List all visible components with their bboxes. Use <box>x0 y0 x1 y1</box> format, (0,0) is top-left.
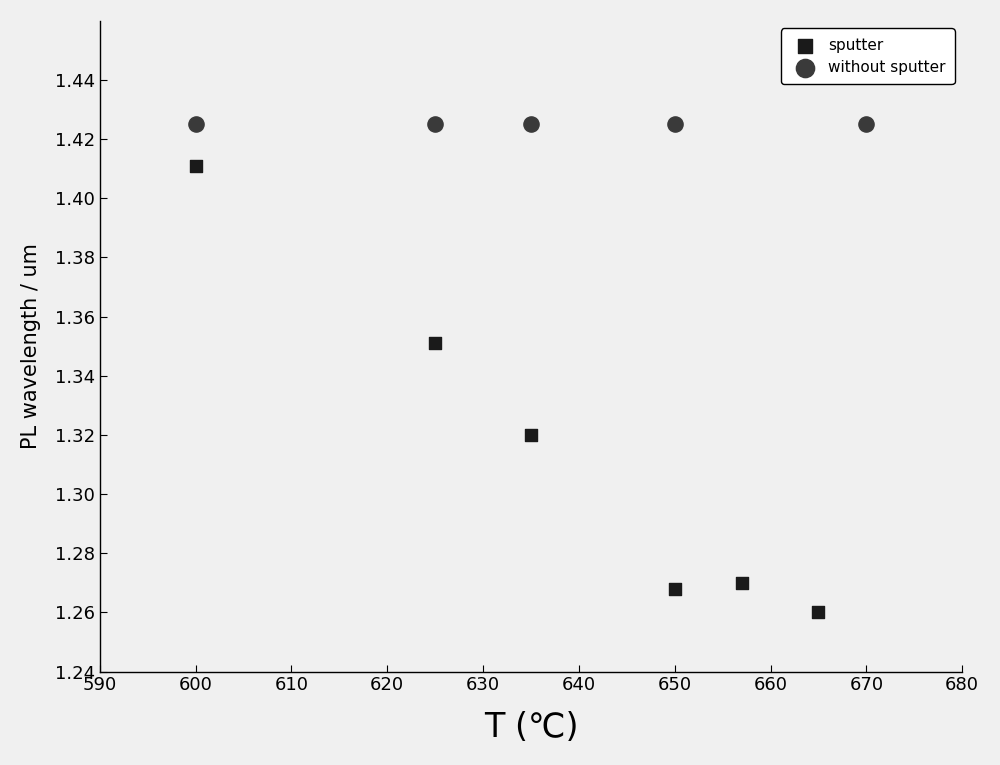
Legend: sputter, without sputter: sputter, without sputter <box>780 28 955 84</box>
without sputter <box>188 119 204 131</box>
sputter <box>523 429 539 441</box>
without sputter <box>427 119 443 131</box>
without sputter <box>858 119 874 131</box>
X-axis label: T (℃): T (℃) <box>484 711 578 744</box>
sputter <box>810 607 826 619</box>
sputter <box>427 337 443 350</box>
without sputter <box>523 119 539 131</box>
Y-axis label: PL wavelength / um: PL wavelength / um <box>21 243 41 449</box>
sputter <box>734 577 750 589</box>
sputter <box>667 583 683 595</box>
without sputter <box>667 119 683 131</box>
sputter <box>188 160 204 172</box>
